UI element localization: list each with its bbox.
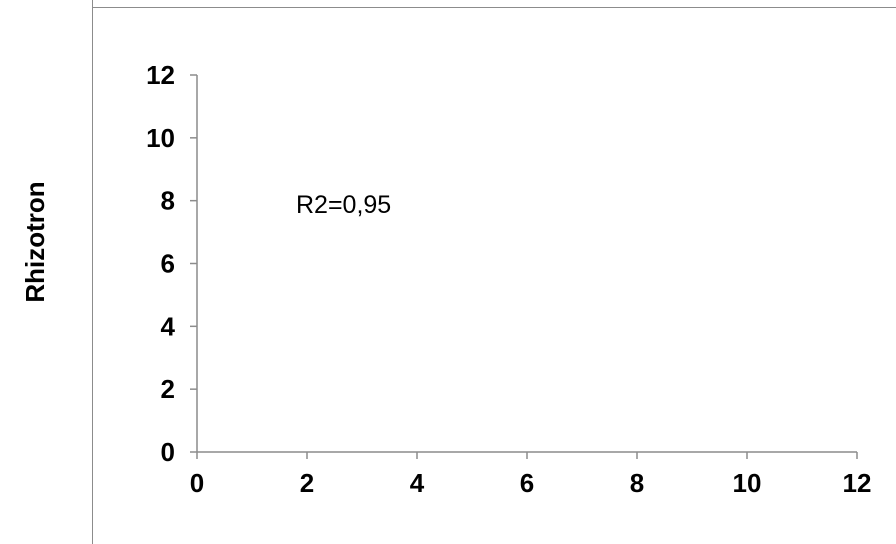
x-tick-label: 2 [300, 468, 314, 498]
x-tick-label: 0 [190, 468, 204, 498]
y-tick-label: 4 [161, 311, 176, 341]
y-axis-ticks: 0 2 4 6 8 10 12 [146, 60, 197, 467]
x-tick-label: 4 [410, 468, 425, 498]
x-tick-label: 12 [843, 468, 872, 498]
y-tick-label: 6 [161, 249, 175, 279]
r2-annotation: R2=0,95 [296, 191, 391, 219]
y-tick-label: 8 [161, 186, 175, 216]
y-tick-label: 12 [146, 60, 175, 90]
x-tick-label: 8 [630, 468, 644, 498]
x-tick-label: 10 [733, 468, 762, 498]
y-axis-title: Rhizotron [20, 181, 50, 302]
x-tick-label: 6 [520, 468, 534, 498]
x-axis-ticks: 0 2 4 6 8 10 12 [190, 452, 872, 498]
annotations: R2=0,95 [296, 191, 391, 219]
y-tick-label: 0 [161, 437, 175, 467]
y-tick-label: 2 [161, 374, 175, 404]
y-tick-label: 10 [146, 123, 175, 153]
